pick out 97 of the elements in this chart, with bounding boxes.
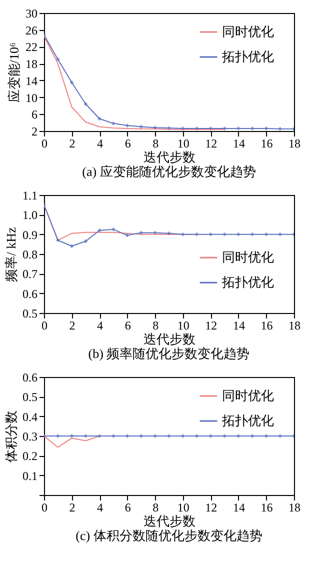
y-tick-label: 0.5: [22, 390, 38, 404]
point: [278, 127, 282, 131]
x-tick-label: 10: [177, 136, 190, 150]
y-tick-label: 1.0: [22, 208, 38, 222]
y-tick-label: 26: [26, 23, 38, 38]
x-tick-label: 2: [69, 136, 76, 150]
x-tick-label: 4: [97, 500, 104, 514]
x-tick-label: 4: [97, 136, 104, 150]
legend-label: 拓扑优化: [221, 412, 274, 428]
y-axis-title: 频率/ kHz: [4, 227, 18, 282]
point: [208, 232, 212, 236]
y-tick-label: 0.6: [22, 286, 38, 301]
point: [70, 244, 74, 248]
point: [264, 126, 268, 130]
y-tick-label: 18: [26, 57, 38, 72]
text: (c) 体积分数随优化步数变化趋势: [76, 528, 262, 543]
y-tick-label: 0.9: [22, 228, 38, 242]
point: [126, 234, 130, 238]
point: [70, 80, 74, 84]
point: [181, 232, 185, 236]
x-tick-label: 16: [260, 136, 273, 150]
x-tick-label: 2: [69, 500, 76, 514]
y-tick-label: 10: [26, 90, 38, 105]
legend-label: 拓扑优化: [221, 274, 274, 290]
point: [153, 231, 157, 234]
y-tick-label: 6: [32, 108, 38, 122]
x-tick-label: 0: [42, 318, 48, 332]
x-axis-title: 迭代步数: [144, 332, 196, 346]
y-tick-label: 22: [26, 40, 38, 54]
point: [250, 232, 254, 236]
x-tick-label: 6: [124, 500, 131, 514]
x-tick-label: 8: [152, 136, 159, 150]
x-tick-label: 4: [97, 318, 104, 332]
x-tick-label: 8: [152, 500, 159, 514]
point: [84, 102, 88, 106]
y-axis-title: 体积分数: [4, 410, 18, 462]
x-tick-label: 0: [42, 136, 48, 150]
legend-label: 同时优化: [222, 24, 274, 39]
point: [208, 126, 212, 130]
x-tick-label: 8: [152, 318, 159, 332]
point: [195, 126, 199, 130]
y-tick-label: 0.4: [22, 410, 38, 424]
y-tick-label: 0.2: [22, 449, 38, 464]
line-series: [44, 203, 294, 248]
point: [139, 231, 143, 234]
point: [56, 238, 60, 242]
point: [250, 126, 254, 130]
x-tick-label: 12: [205, 318, 218, 332]
y-tick-label: 0.5: [22, 306, 38, 320]
y-tick-label: 0.1: [22, 468, 38, 483]
x-tick-label: 12: [205, 136, 218, 150]
point: [112, 122, 116, 126]
point: [236, 232, 240, 236]
y-axis-title: 应变能/10⁶: [6, 42, 22, 103]
point: [98, 117, 102, 121]
x-tick-label: 10: [177, 500, 190, 514]
x-tick-label: 6: [124, 136, 131, 150]
y-tick-label: 1.1: [22, 188, 38, 202]
x-tick-label: 0: [42, 500, 48, 514]
x-tick-label: 18: [288, 136, 300, 150]
legend-label: 拓扑优化: [221, 48, 274, 64]
x-tick-label: 14: [232, 136, 245, 150]
y-tick-label: 30: [26, 6, 38, 20]
x-tick-label: 12: [205, 500, 218, 514]
x-tick-label: 6: [124, 318, 131, 332]
point: [84, 239, 88, 243]
point: [195, 232, 199, 236]
y-tick-label: 0.6: [22, 370, 38, 384]
point: [264, 232, 268, 236]
legend-label: 同时优化: [222, 388, 274, 403]
x-tick-label: 18: [288, 318, 300, 332]
x-tick-label: 2: [69, 318, 76, 332]
point: [153, 126, 157, 130]
point: [126, 124, 130, 128]
x-tick-label: 16: [260, 318, 273, 332]
x-tick-label: 14: [232, 500, 245, 514]
text: (a) 应变能随优化步数变化趋势: [82, 164, 256, 179]
point: [139, 125, 143, 129]
x-tick-label: 10: [177, 318, 190, 332]
x-tick-label: 18: [288, 500, 300, 514]
y-tick-label: 0.3: [22, 430, 38, 444]
x-tick-label: 14: [232, 318, 245, 332]
point: [98, 228, 102, 232]
text: (b) 频率随优化步数变化趋势: [88, 346, 250, 361]
y-tick-label: 14: [26, 74, 38, 88]
legend-label: 同时优化: [222, 250, 274, 265]
point: [56, 58, 60, 62]
x-axis-title: 迭代步数: [144, 150, 196, 164]
point: [181, 126, 185, 130]
point: [222, 232, 226, 236]
y-tick-label: 2: [32, 124, 38, 138]
x-tick-label: 16: [260, 500, 273, 514]
point: [278, 232, 282, 236]
point: [112, 228, 116, 232]
x-axis-title: 迭代步数: [144, 514, 196, 528]
y-tick-label: 0.7: [22, 267, 38, 282]
y-tick-label: 0.8: [22, 248, 38, 262]
